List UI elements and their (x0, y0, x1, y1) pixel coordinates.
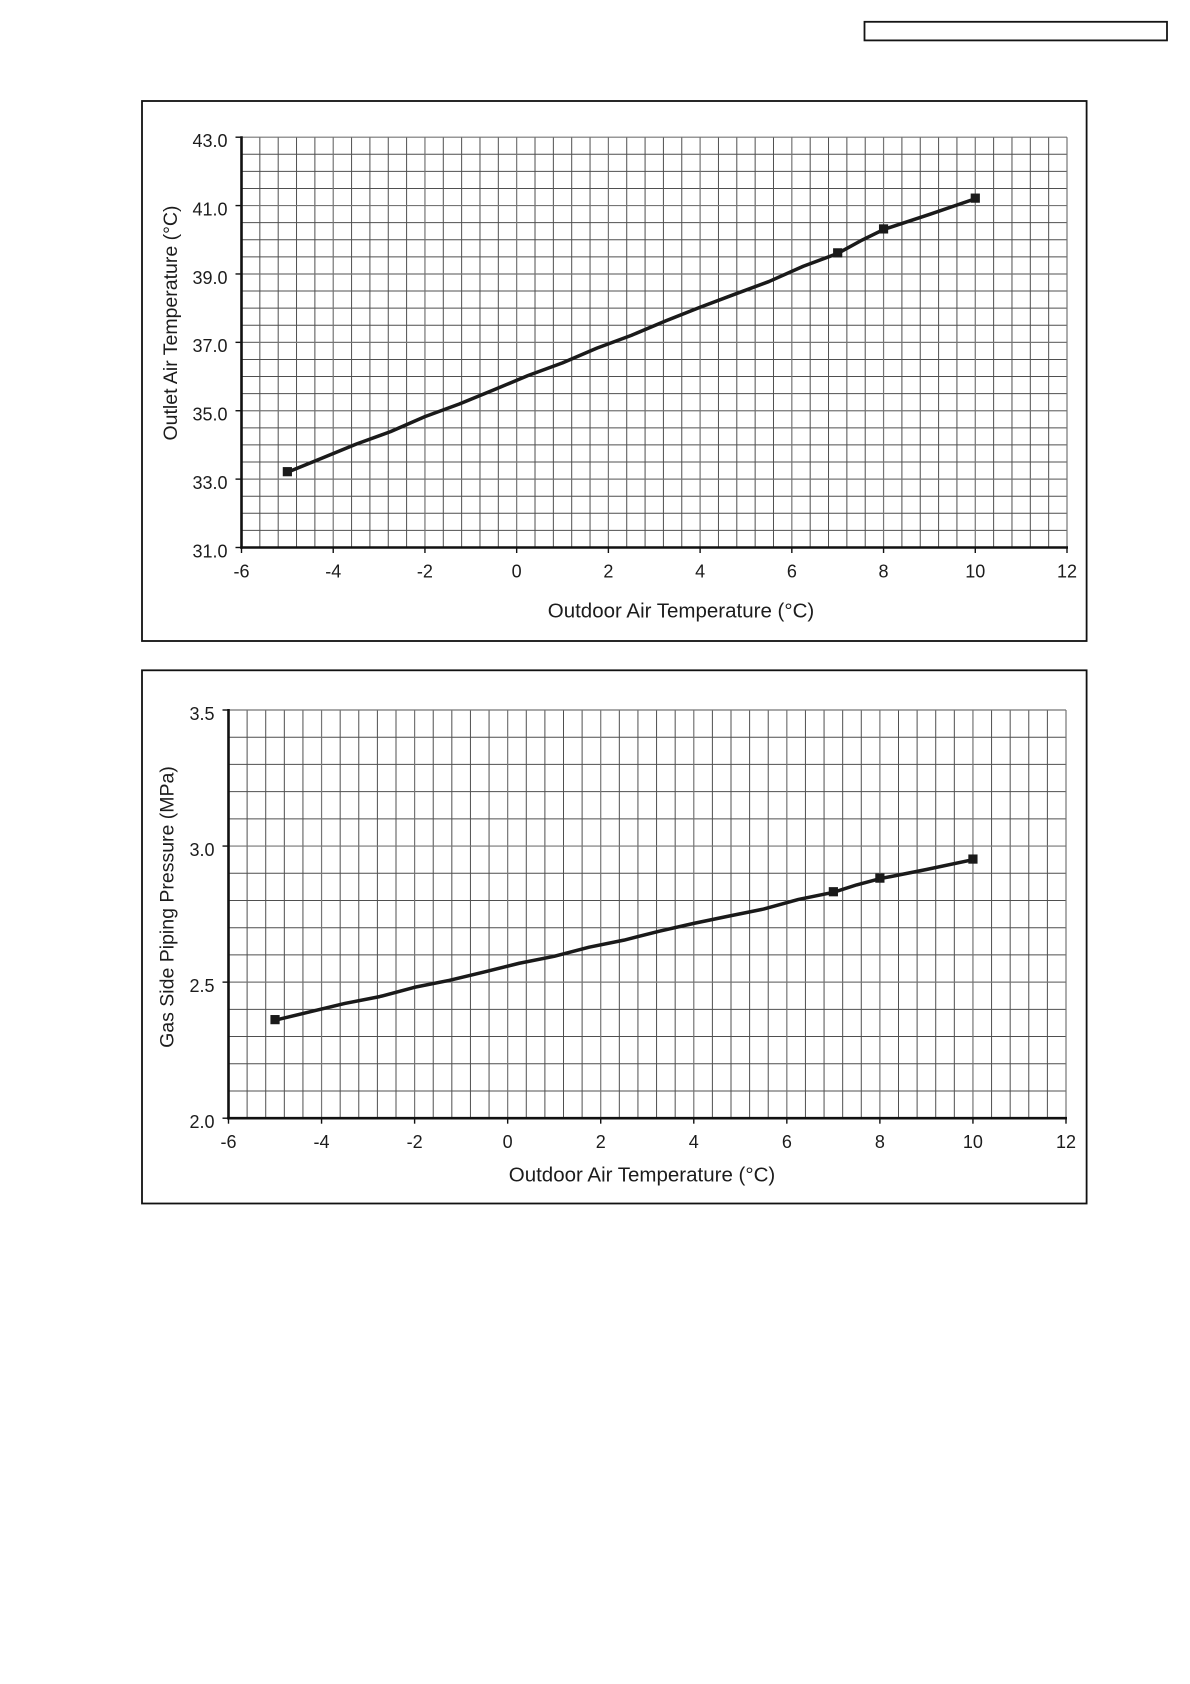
svg-text:3.5: 3.5 (189, 704, 214, 724)
svg-text:35.0: 35.0 (192, 405, 227, 425)
svg-text:12: 12 (1056, 1132, 1076, 1152)
svg-text:0: 0 (512, 562, 522, 582)
svg-text:Outdoor Air Temperature (°C): Outdoor Air Temperature (°C) (548, 600, 814, 623)
svg-text:4: 4 (695, 562, 705, 582)
svg-text:10: 10 (963, 1132, 983, 1152)
svg-text:8: 8 (875, 1132, 885, 1152)
svg-text:0: 0 (503, 1132, 513, 1152)
svg-text:2.0: 2.0 (189, 1112, 214, 1132)
svg-text:6: 6 (787, 562, 797, 582)
svg-text:33.0: 33.0 (192, 473, 227, 493)
svg-text:10: 10 (965, 562, 985, 582)
svg-text:2.5: 2.5 (189, 976, 214, 996)
svg-text:-4: -4 (325, 562, 341, 582)
svg-text:Outlet Air Temperature (°C): Outlet Air Temperature (°C) (160, 205, 182, 440)
svg-text:31.0: 31.0 (192, 541, 227, 561)
svg-text:-6: -6 (220, 1132, 236, 1152)
svg-text:Outdoor Air Temperature (°C): Outdoor Air Temperature (°C) (509, 1164, 775, 1187)
svg-text:Gas Side Piping Pressure (MPa): Gas Side Piping Pressure (MPa) (157, 766, 179, 1048)
svg-text:2: 2 (596, 1132, 606, 1152)
svg-text:4: 4 (689, 1132, 699, 1152)
svg-text:12: 12 (1057, 562, 1077, 582)
svg-text:37.0: 37.0 (192, 336, 227, 356)
svg-text:-2: -2 (417, 562, 433, 582)
svg-text:6: 6 (782, 1132, 792, 1152)
svg-text:3.0: 3.0 (189, 840, 214, 860)
svg-text:39.0: 39.0 (192, 268, 227, 288)
svg-text:8: 8 (879, 562, 889, 582)
svg-text:-2: -2 (407, 1132, 423, 1152)
svg-text:-6: -6 (233, 562, 249, 582)
svg-text:41.0: 41.0 (192, 199, 227, 219)
svg-text:43.0: 43.0 (192, 131, 227, 151)
svg-text:2: 2 (603, 562, 613, 582)
svg-text:-4: -4 (314, 1132, 330, 1152)
